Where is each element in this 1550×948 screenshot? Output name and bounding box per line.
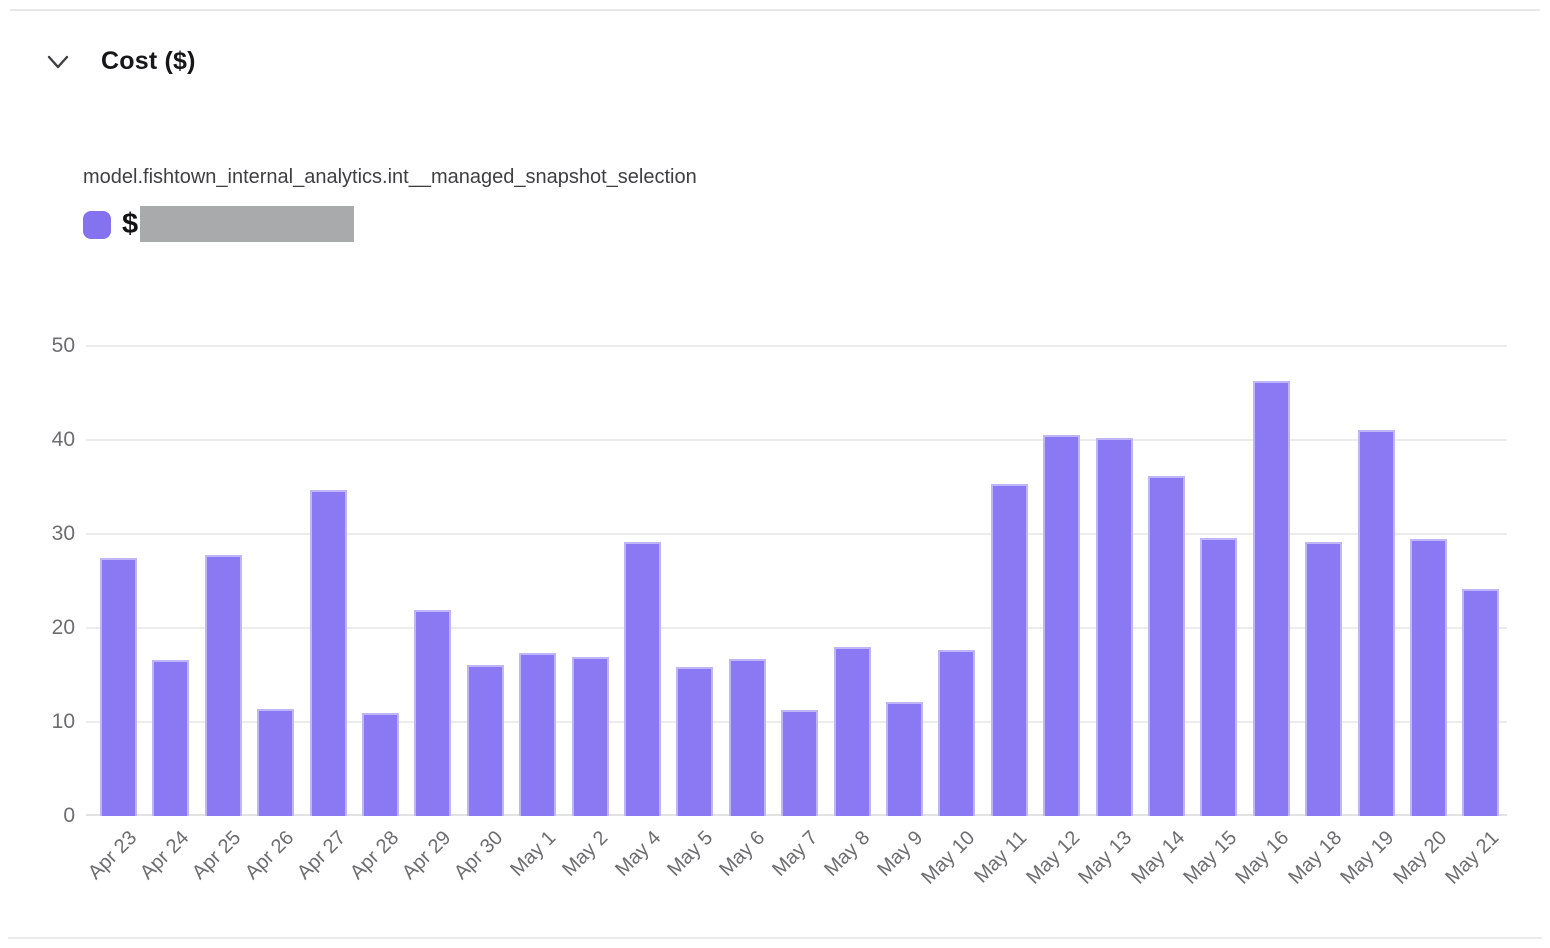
bar-may-14 bbox=[1148, 475, 1185, 816]
bottom-divider bbox=[8, 937, 1542, 939]
bar-may-5 bbox=[676, 666, 714, 816]
bar-may-18 bbox=[1305, 542, 1343, 816]
y-tick-label: 50 bbox=[51, 334, 75, 357]
bar-apr-30 bbox=[466, 664, 504, 816]
bar-apr-29 bbox=[414, 610, 452, 816]
top-divider bbox=[10, 9, 1540, 11]
y-tick-label: 0 bbox=[63, 804, 75, 827]
bar-apr-24 bbox=[152, 659, 190, 816]
bar-may-6 bbox=[728, 659, 766, 816]
bar-may-4 bbox=[624, 542, 661, 816]
bars bbox=[86, 346, 1507, 816]
gridline bbox=[86, 345, 1507, 347]
bar-apr-23 bbox=[100, 558, 137, 816]
bar-apr-27 bbox=[309, 489, 347, 816]
y-axis: 0 10 20 30 40 50 bbox=[28, 334, 75, 827]
bar-apr-26 bbox=[257, 708, 295, 816]
bar-may-13 bbox=[1095, 438, 1133, 816]
bar-may-12 bbox=[1043, 435, 1081, 816]
y-tick-label: 20 bbox=[51, 616, 75, 639]
legend-currency-prefix: $ bbox=[122, 208, 139, 240]
y-tick-label: 10 bbox=[51, 710, 75, 733]
gridline bbox=[86, 533, 1507, 535]
y-tick-label: 40 bbox=[51, 428, 75, 451]
legend-item[interactable]: $ bbox=[83, 206, 355, 242]
bar-may-1 bbox=[519, 653, 557, 816]
bar-may-9 bbox=[886, 702, 923, 816]
y-tick-label: 30 bbox=[51, 522, 75, 545]
bar-may-7 bbox=[781, 709, 819, 816]
legend-value-redacted bbox=[140, 206, 355, 242]
bar-may-11 bbox=[990, 484, 1028, 816]
bar-may-16 bbox=[1252, 380, 1290, 816]
bar-apr-25 bbox=[204, 554, 242, 816]
series-label: model.fishtown_internal_analytics.int__m… bbox=[83, 166, 697, 188]
legend-swatch-icon bbox=[83, 211, 111, 239]
gridline bbox=[86, 627, 1507, 629]
bar-may-21 bbox=[1462, 588, 1500, 816]
bar-chart bbox=[86, 345, 1507, 816]
chevron-down-icon[interactable] bbox=[46, 52, 70, 72]
bar-may-10 bbox=[938, 649, 976, 816]
bar-may-19 bbox=[1357, 429, 1395, 816]
bar-may-15 bbox=[1200, 537, 1238, 816]
bar-may-2 bbox=[571, 657, 609, 816]
bar-may-20 bbox=[1410, 538, 1447, 816]
gridline bbox=[86, 439, 1507, 441]
panel-title: Cost ($) bbox=[101, 47, 196, 75]
bar-apr-28 bbox=[362, 712, 399, 816]
x-axis: Apr 23 Apr 24 Apr 25 Apr 26 Apr 27 Apr 28 Apr … bbox=[84, 824, 1507, 934]
bar-may-8 bbox=[833, 646, 871, 816]
